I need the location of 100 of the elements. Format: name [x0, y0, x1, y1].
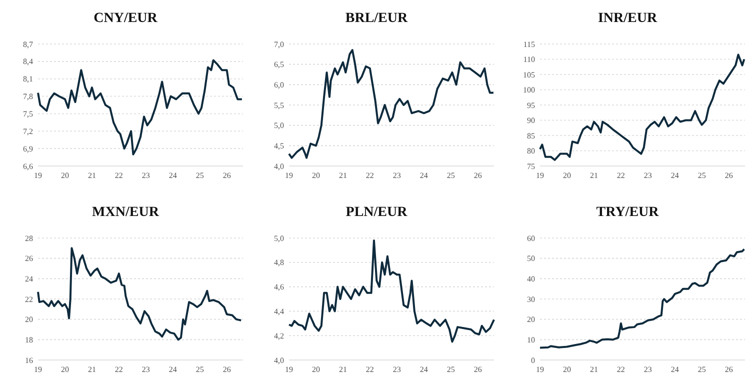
x-tick-label: 25	[698, 171, 706, 180]
y-tick-label: 7,2	[23, 126, 33, 136]
x-tick-label: 24	[420, 171, 428, 180]
y-tick-label: 8,7	[23, 40, 33, 49]
y-tick-label: 105	[523, 70, 535, 80]
x-tick-label: 23	[142, 365, 150, 374]
y-tick-label: 10	[527, 335, 535, 344]
y-tick-label: 4,8	[274, 258, 284, 268]
y-tick-label: 110	[523, 55, 535, 64]
y-tick-label: 60	[527, 234, 535, 243]
y-tick-label: 24	[25, 274, 33, 284]
x-tick-label: 26	[222, 171, 231, 180]
y-tick-label: 20	[25, 315, 33, 324]
x-tick-label: 22	[114, 365, 123, 374]
chart-title: MXN/EUR	[92, 205, 160, 220]
y-tick-label: 5,0	[274, 121, 284, 130]
x-tick-label: 26	[724, 171, 733, 180]
y-tick-label: 75	[527, 162, 535, 171]
x-tick-label: 22	[366, 171, 374, 180]
x-tick-label: 19	[285, 365, 293, 374]
y-tick-label: 4,0	[274, 356, 284, 365]
line-series	[288, 49, 494, 159]
chart-title: PLN/EUR	[346, 205, 408, 220]
x-tick-label: 23	[392, 365, 401, 374]
x-tick-label: 22	[616, 365, 625, 374]
y-tick-label: 4,5	[274, 141, 284, 150]
x-tick-label: 22	[114, 171, 123, 180]
y-tick-label: 5,0	[274, 234, 284, 243]
line-series	[288, 239, 495, 343]
chart-title: BRL/EUR	[345, 11, 409, 26]
y-tick-label: 90	[527, 116, 535, 126]
y-tick-label: 100	[523, 86, 535, 95]
y-tick-label: 22	[25, 294, 33, 304]
x-tick-label: 19	[536, 171, 544, 180]
x-tick-label: 21	[590, 365, 598, 374]
x-tick-label: 21	[590, 171, 598, 180]
y-tick-label: 95	[527, 100, 535, 110]
y-tick-label: 30	[527, 294, 535, 304]
x-tick-label: 19	[34, 365, 42, 374]
line-series	[539, 248, 746, 349]
x-tick-label: 21	[338, 365, 347, 374]
x-tick-label: 21	[338, 171, 347, 180]
y-tick-label: 7,0	[274, 40, 284, 49]
y-tick-label: 20	[527, 315, 535, 324]
y-tick-label: 16	[25, 356, 33, 365]
x-tick-label: 20	[60, 171, 69, 180]
y-tick-label: 0	[531, 356, 535, 365]
x-tick-label: 19	[285, 171, 293, 180]
y-tick-label: 6,5	[274, 60, 284, 70]
y-tick-label: 4,0	[274, 162, 284, 171]
x-tick-label: 26	[474, 171, 482, 180]
x-tick-label: 24	[670, 171, 679, 180]
y-tick-label: 26	[25, 254, 33, 264]
chart-title: CNY/EUR	[94, 11, 158, 26]
x-tick-label: 25	[698, 365, 706, 374]
x-tick-label: 25	[446, 365, 455, 374]
x-tick-label: 23	[142, 171, 150, 180]
x-tick-label: 26	[222, 365, 231, 374]
x-tick-label: 26	[474, 365, 482, 374]
y-tick-label: 50	[527, 254, 535, 264]
x-tick-label: 21	[88, 171, 96, 180]
x-tick-label: 22	[616, 171, 625, 180]
x-tick-label: 20	[312, 365, 320, 374]
x-tick-label: 26	[724, 365, 733, 374]
chart-title: TRY/EUR	[596, 205, 660, 220]
x-tick-label: 19	[34, 171, 42, 180]
line-series	[37, 59, 243, 156]
y-tick-label: 85	[527, 131, 535, 140]
y-tick-label: 4,4	[274, 307, 284, 316]
y-tick-label: 8,1	[23, 74, 33, 84]
y-tick-label: 4,6	[274, 282, 284, 292]
y-tick-label: 6,6	[23, 162, 33, 171]
y-tick-label: 5,5	[274, 100, 284, 110]
x-tick-label: 20	[60, 365, 69, 374]
x-tick-label: 20	[312, 171, 320, 180]
x-tick-label: 21	[88, 365, 96, 374]
y-tick-label: 80	[527, 146, 535, 156]
y-tick-label: 115	[523, 40, 535, 49]
x-tick-label: 20	[562, 365, 571, 374]
x-tick-label: 22	[366, 365, 374, 374]
line-series	[37, 247, 242, 341]
y-tick-label: 6,9	[23, 144, 33, 154]
x-tick-label: 23	[392, 171, 401, 180]
y-tick-label: 7,8	[23, 92, 33, 102]
y-tick-label: 7,5	[23, 110, 33, 119]
x-tick-label: 24	[420, 365, 428, 374]
line-series	[539, 54, 746, 161]
x-tick-label: 25	[196, 171, 204, 180]
x-tick-label: 23	[644, 171, 652, 180]
y-tick-label: 28	[25, 234, 33, 243]
y-tick-label: 4,2	[274, 331, 284, 340]
y-tick-label: 40	[527, 274, 535, 284]
y-tick-label: 8,4	[23, 57, 33, 66]
y-tick-label: 18	[25, 335, 33, 344]
x-tick-label: 19	[536, 365, 544, 374]
x-tick-label: 24	[670, 365, 679, 374]
x-tick-label: 24	[168, 171, 177, 180]
x-tick-label: 23	[644, 365, 652, 374]
x-tick-label: 24	[168, 365, 177, 374]
chart-title: INR/EUR	[598, 11, 658, 26]
